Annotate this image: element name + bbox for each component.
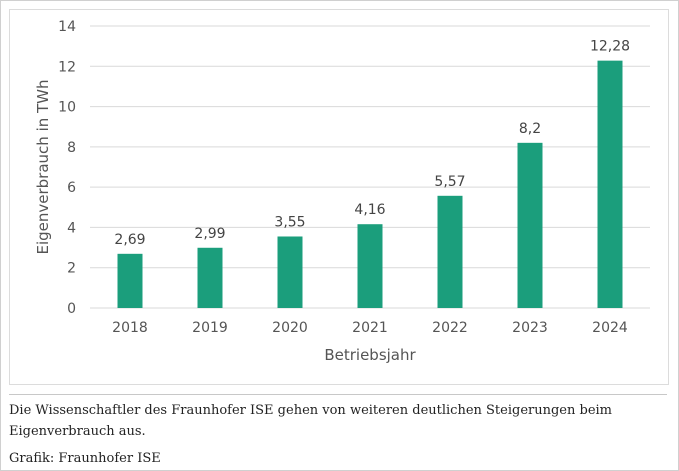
data-label-2021: 4,16 [354,202,385,218]
data-label-2018: 2,69 [114,232,145,248]
y-axis-label: Eigenverbrauch in TWh [34,79,52,254]
y-tick-labels: 0 2 4 6 8 10 12 14 [58,19,76,317]
x-tick-label: 2021 [352,320,388,336]
bar-2024 [597,60,623,308]
y-tick-label: 12 [58,59,76,75]
data-label-2022: 5,57 [434,174,465,190]
bar-2023 [517,142,543,308]
x-tick-label: 2024 [592,320,628,336]
y-tick-label: 2 [67,261,76,277]
y-tick-label: 14 [58,19,76,35]
bar-2021 [357,224,383,308]
y-tick-label: 6 [67,180,76,196]
data-label-2023: 8,2 [519,121,541,137]
x-tick-label: 2020 [272,320,308,336]
x-axis-label: Betriebsjahr [324,346,416,364]
data-label-2020: 3,55 [274,214,305,230]
y-tick-label: 4 [67,220,76,236]
caption-divider [9,394,667,395]
figure-credit: Grafik: Fraunhofer ISE [9,451,161,466]
bar-2022 [437,195,463,308]
bars [117,60,623,308]
y-tick-label: 0 [67,301,76,317]
chart-container: 0 2 4 6 8 10 12 14 2,69 2,99 3,55 4,16 5,57 8,2 12,28… [9,9,669,385]
figure-caption: Die Wissenschaftler des Fraunhofer ISE g… [9,403,613,439]
bar-2020 [277,236,303,308]
bar-chart: 0 2 4 6 8 10 12 14 2,69 2,99 3,55 4,16 5,57 8,2 12,28… [34,19,650,364]
data-label-2019: 2,99 [194,226,225,242]
x-tick-label: 2019 [192,320,228,336]
data-labels: 2,69 2,99 3,55 4,16 5,57 8,2 12,28 [114,39,630,248]
x-tick-label: 2022 [432,320,468,336]
x-tick-label: 2018 [112,320,148,336]
x-tick-label: 2023 [512,320,548,336]
data-label-2024: 12,28 [590,39,630,55]
bar-2019 [197,247,223,308]
bar-2018 [117,253,143,308]
y-tick-label: 10 [58,100,76,116]
y-tick-label: 8 [67,140,76,156]
x-tick-labels: 2018 2019 2020 2021 2022 2023 2024 [112,320,628,336]
